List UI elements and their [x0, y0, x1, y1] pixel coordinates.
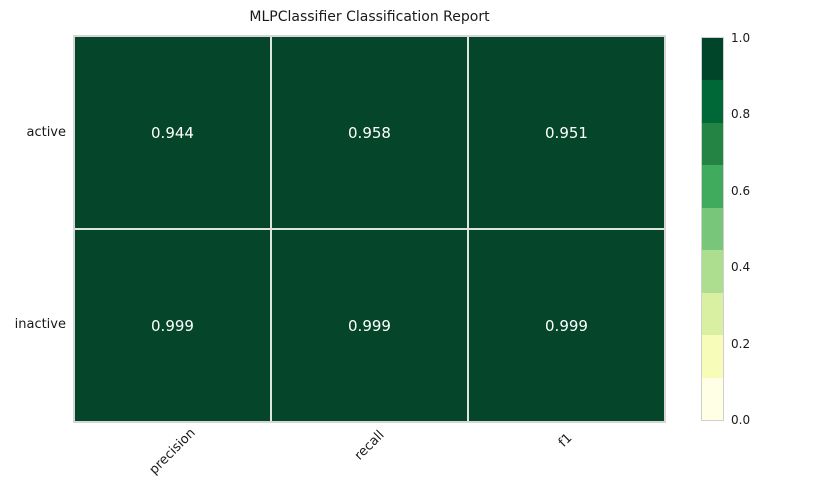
colorbar-tick-0.0: 0.0 — [731, 413, 751, 427]
y-tick-label-inactive: inactive — [14, 317, 66, 332]
colorbar-band-4 — [702, 165, 723, 208]
cell-value: 0.944 — [151, 123, 194, 142]
heatmap-cell-inactive-recall: 0.999 — [272, 230, 467, 421]
heatmap-cell-inactive-precision: 0.999 — [75, 230, 270, 421]
colorbar-band-1 — [702, 38, 723, 81]
colorbar-tick-0.6: 0.6 — [731, 184, 751, 198]
heatmap-cell-active-f1: 0.951 — [469, 37, 664, 228]
cell-value: 0.999 — [545, 316, 588, 335]
colorbar — [701, 37, 724, 421]
colorbar-band-5 — [702, 207, 723, 251]
heatmap-plot-area: 0.944 0.958 0.951 0.999 0.999 0.999 — [73, 35, 666, 423]
colorbar-tick-1.0: 1.0 — [731, 31, 751, 45]
cell-value: 0.958 — [348, 123, 391, 142]
colorbar-band-7 — [702, 292, 723, 336]
colorbar-band-9 — [702, 377, 723, 420]
cell-value: 0.999 — [151, 316, 194, 335]
heatmap-cell-active-precision: 0.944 — [75, 37, 270, 228]
y-tick-label-active: active — [26, 125, 66, 140]
heatmap-cell-inactive-f1: 0.999 — [469, 230, 664, 421]
colorbar-band-8 — [702, 335, 723, 378]
colorbar-tick-0.8: 0.8 — [731, 107, 751, 121]
colorbar-tick-0.2: 0.2 — [731, 337, 751, 351]
colorbar-band-3 — [702, 122, 723, 166]
colorbar-band-2 — [702, 80, 723, 123]
colorbar-band-6 — [702, 250, 723, 293]
colorbar-tick-0.4: 0.4 — [731, 260, 751, 274]
chart-title: MLPClassifier Classification Report — [249, 9, 490, 25]
heatmap-cell-active-recall: 0.958 — [272, 37, 467, 228]
cell-value: 0.999 — [348, 316, 391, 335]
cell-value: 0.951 — [545, 123, 588, 142]
